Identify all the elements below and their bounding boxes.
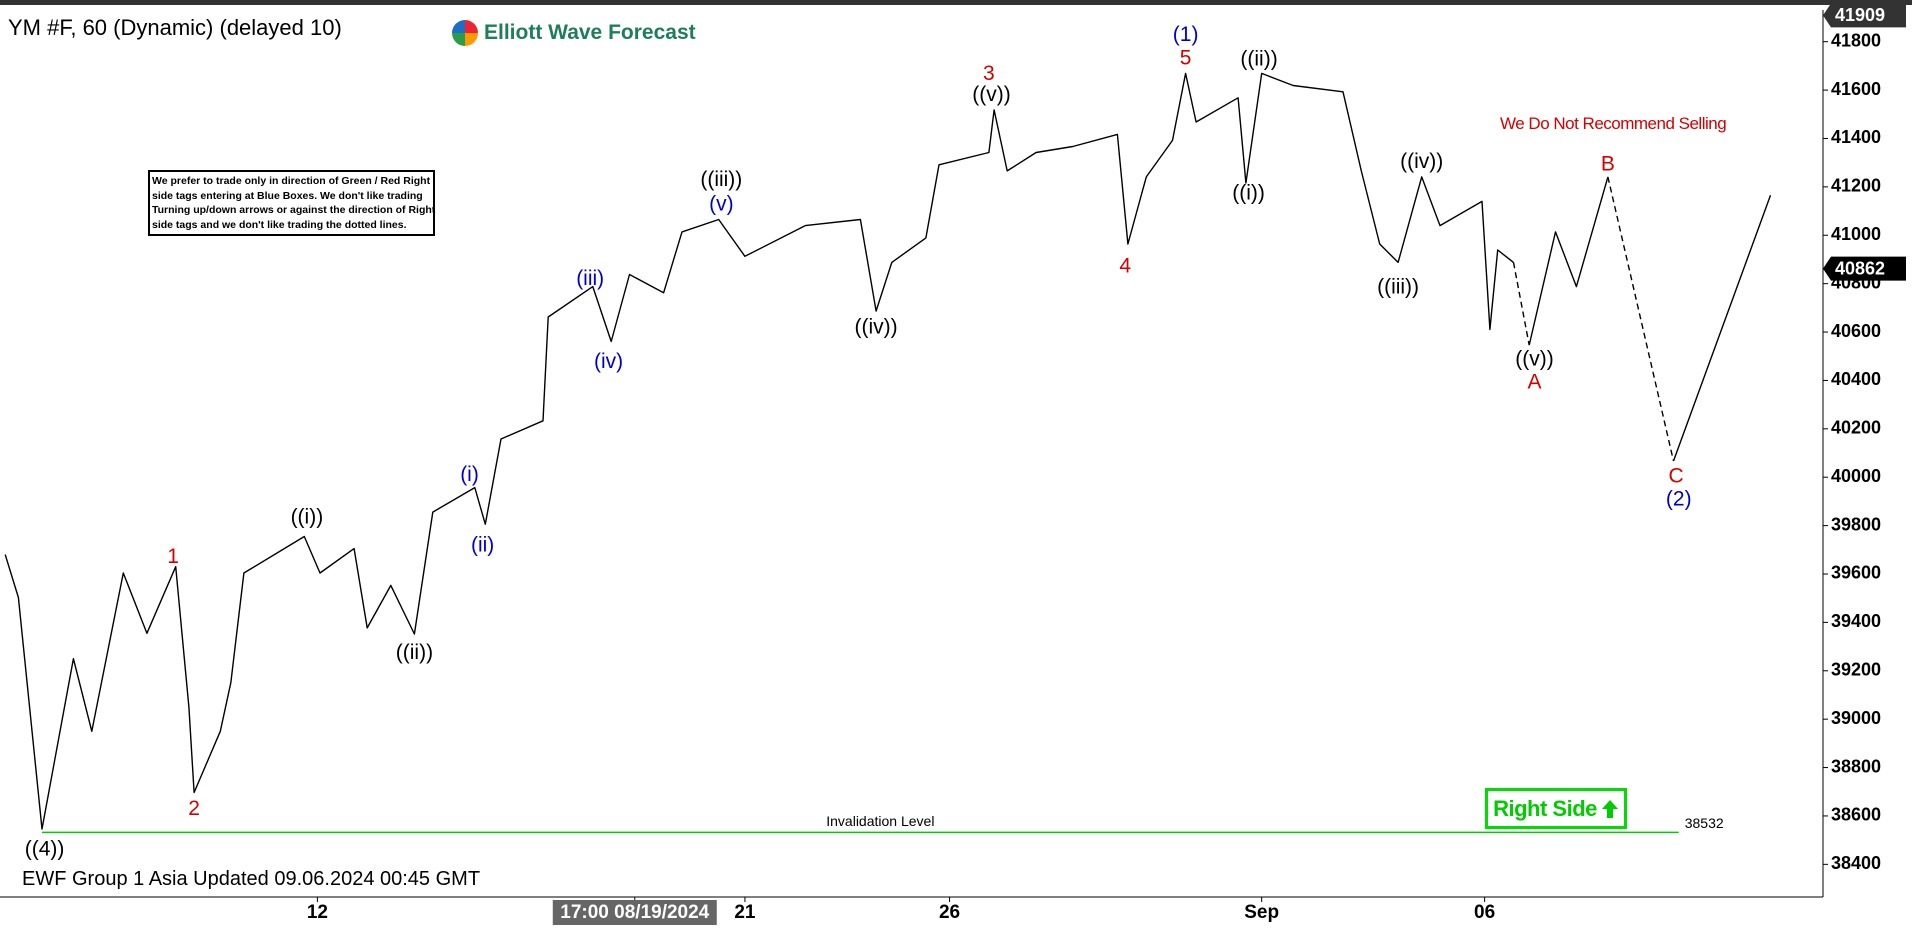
wave-label: ((iv)) [1400,150,1443,173]
price-line [1512,176,1675,462]
x-tick-label: 26 [939,902,960,923]
x-tick-label: 06 [1474,902,1495,923]
price-tag-label: 41909 [1835,5,1885,25]
y-tick-label: 39000 [1831,708,1881,728]
wave-label: 1 [167,545,179,568]
wave-label: 2 [188,797,200,820]
wave-label: (2) [1666,488,1692,511]
price-tag [1823,256,1906,281]
wave-label: ((i)) [291,506,324,529]
y-tick-label: 40000 [1831,466,1881,486]
y-tick-label: 38800 [1831,756,1881,776]
crosshair-label-box [552,900,717,925]
wave-label: (i) [460,463,479,486]
y-tick-label: 38600 [1831,805,1881,825]
right-side-tag: Right Side [1485,788,1627,829]
y-tick-label: 40200 [1831,418,1881,438]
wave-label: ((iii)) [700,168,742,191]
note-line: We prefer to trade only in direction of … [152,175,431,187]
wave-label: (iv) [594,350,623,373]
x-tick-label: 21 [734,902,756,923]
logo: Elliott Wave Forecast [452,20,696,46]
wave-label: ((iv)) [855,316,898,339]
wave-label: C [1669,464,1684,487]
warning: We Do Not Recommend Selling [1500,114,1727,133]
wave-label: A [1527,370,1541,393]
wave-label: 4 [1119,255,1131,278]
y-tick-label: 39400 [1831,611,1881,631]
top-bar [0,0,1912,5]
note-box: We prefer to trade only in direction of … [148,170,435,236]
wave-label: (ii) [471,534,494,557]
up-arrow [1601,799,1618,818]
x-tick-label: 17:00 08/19/2024 [560,902,709,923]
y-tick-label: 40600 [1831,321,1881,341]
note-line: side tags and we don't like trading the … [152,218,407,231]
wave-label: 3 [983,62,995,85]
note-line: side tags entering at Blue Boxes. We don… [152,189,423,202]
logo-icon [452,20,478,46]
y-tick-label: 38400 [1831,853,1881,873]
wave-label: ((v)) [972,83,1010,106]
wave-label: (iii) [576,267,604,290]
y-tick-label: 41200 [1831,176,1881,196]
wave-label: ((v)) [1515,347,1553,370]
wave-label: ((iii)) [1377,275,1419,298]
invalidation-value: 38532 [1685,815,1724,831]
y-tick-label: 40400 [1831,369,1881,389]
invalidation-label: Invalidation Level [826,813,934,829]
y-tick-label: 39200 [1831,660,1881,680]
y-tick-label: 41800 [1831,30,1881,50]
y-tick-label: 39600 [1831,563,1881,583]
x-tick-label: Sep [1244,902,1279,923]
wave-label: 5 [1180,46,1192,69]
wave-label: (v) [709,193,734,216]
wave-label: ((i)) [1232,182,1265,205]
wave-label: ((ii)) [1240,48,1277,71]
note-line: Turning up/down arrows or against the di… [152,204,436,216]
price-tag-label: 40862 [1835,258,1885,278]
logo-text: Elliott Wave Forecast [484,21,696,44]
x-tick-label: 12 [307,902,328,923]
wave-label: ((ii)) [396,641,433,664]
price-line [4,72,1514,830]
y-tick-label: 41000 [1831,224,1881,244]
wave-label: ((4)) [25,837,65,860]
price-line [1528,176,1772,462]
chart-title: YM #F, 60 (Dynamic) (delayed 10) [8,15,342,40]
right-side-text: Right Side [1493,795,1597,821]
wave-label: (1) [1173,23,1199,46]
y-tick-label: 41600 [1831,79,1881,99]
footer: EWF Group 1 Asia Updated 09.06.2024 00:4… [22,868,481,890]
price-tag [1823,3,1906,28]
y-tick-label: 41400 [1831,127,1881,147]
wave-label: B [1601,152,1615,175]
y-tick-label: 39800 [1831,514,1881,534]
